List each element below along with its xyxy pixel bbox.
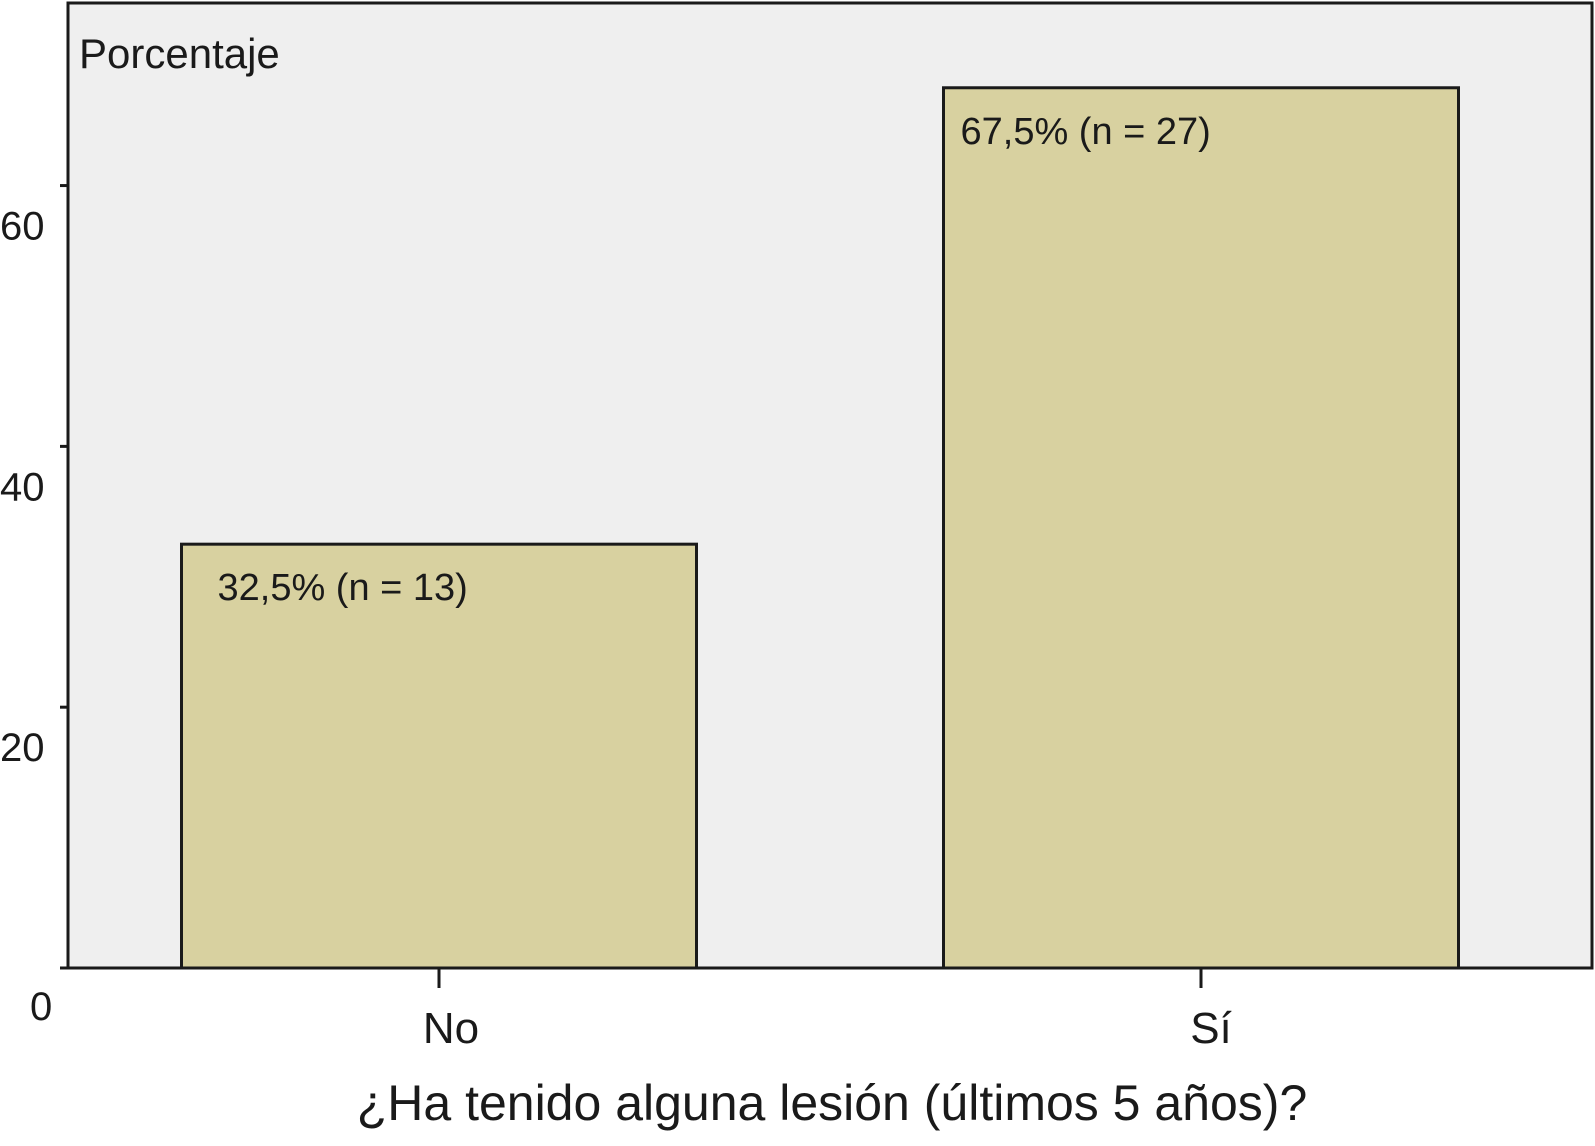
data-label: 32,5% (n = 13) [218, 567, 468, 609]
data-label: 67,5% (n = 27) [961, 111, 1211, 153]
y-axis-title: Porcentaje [79, 30, 280, 77]
y-tick-label: 0 [30, 985, 52, 1029]
bar-si [942, 86, 1460, 970]
x-axis-title: ¿Ha tenido alguna lesión (últimos 5 años… [357, 1075, 1308, 1131]
x-axis: No Sí [423, 968, 1233, 1053]
bars-group [180, 86, 1460, 970]
x-tick-label: Sí [1190, 1004, 1232, 1053]
y-tick-label: 40 [0, 465, 45, 509]
data-labels-group: 32,5% (n = 13) 67,5% (n = 27) [218, 111, 1211, 609]
x-tick-label: No [423, 1004, 479, 1053]
bar-no [180, 542, 698, 970]
y-tick-label: 60 [0, 205, 45, 249]
y-axis: 0 20 40 60 [0, 184, 68, 1029]
y-tick-label: 20 [0, 726, 45, 770]
